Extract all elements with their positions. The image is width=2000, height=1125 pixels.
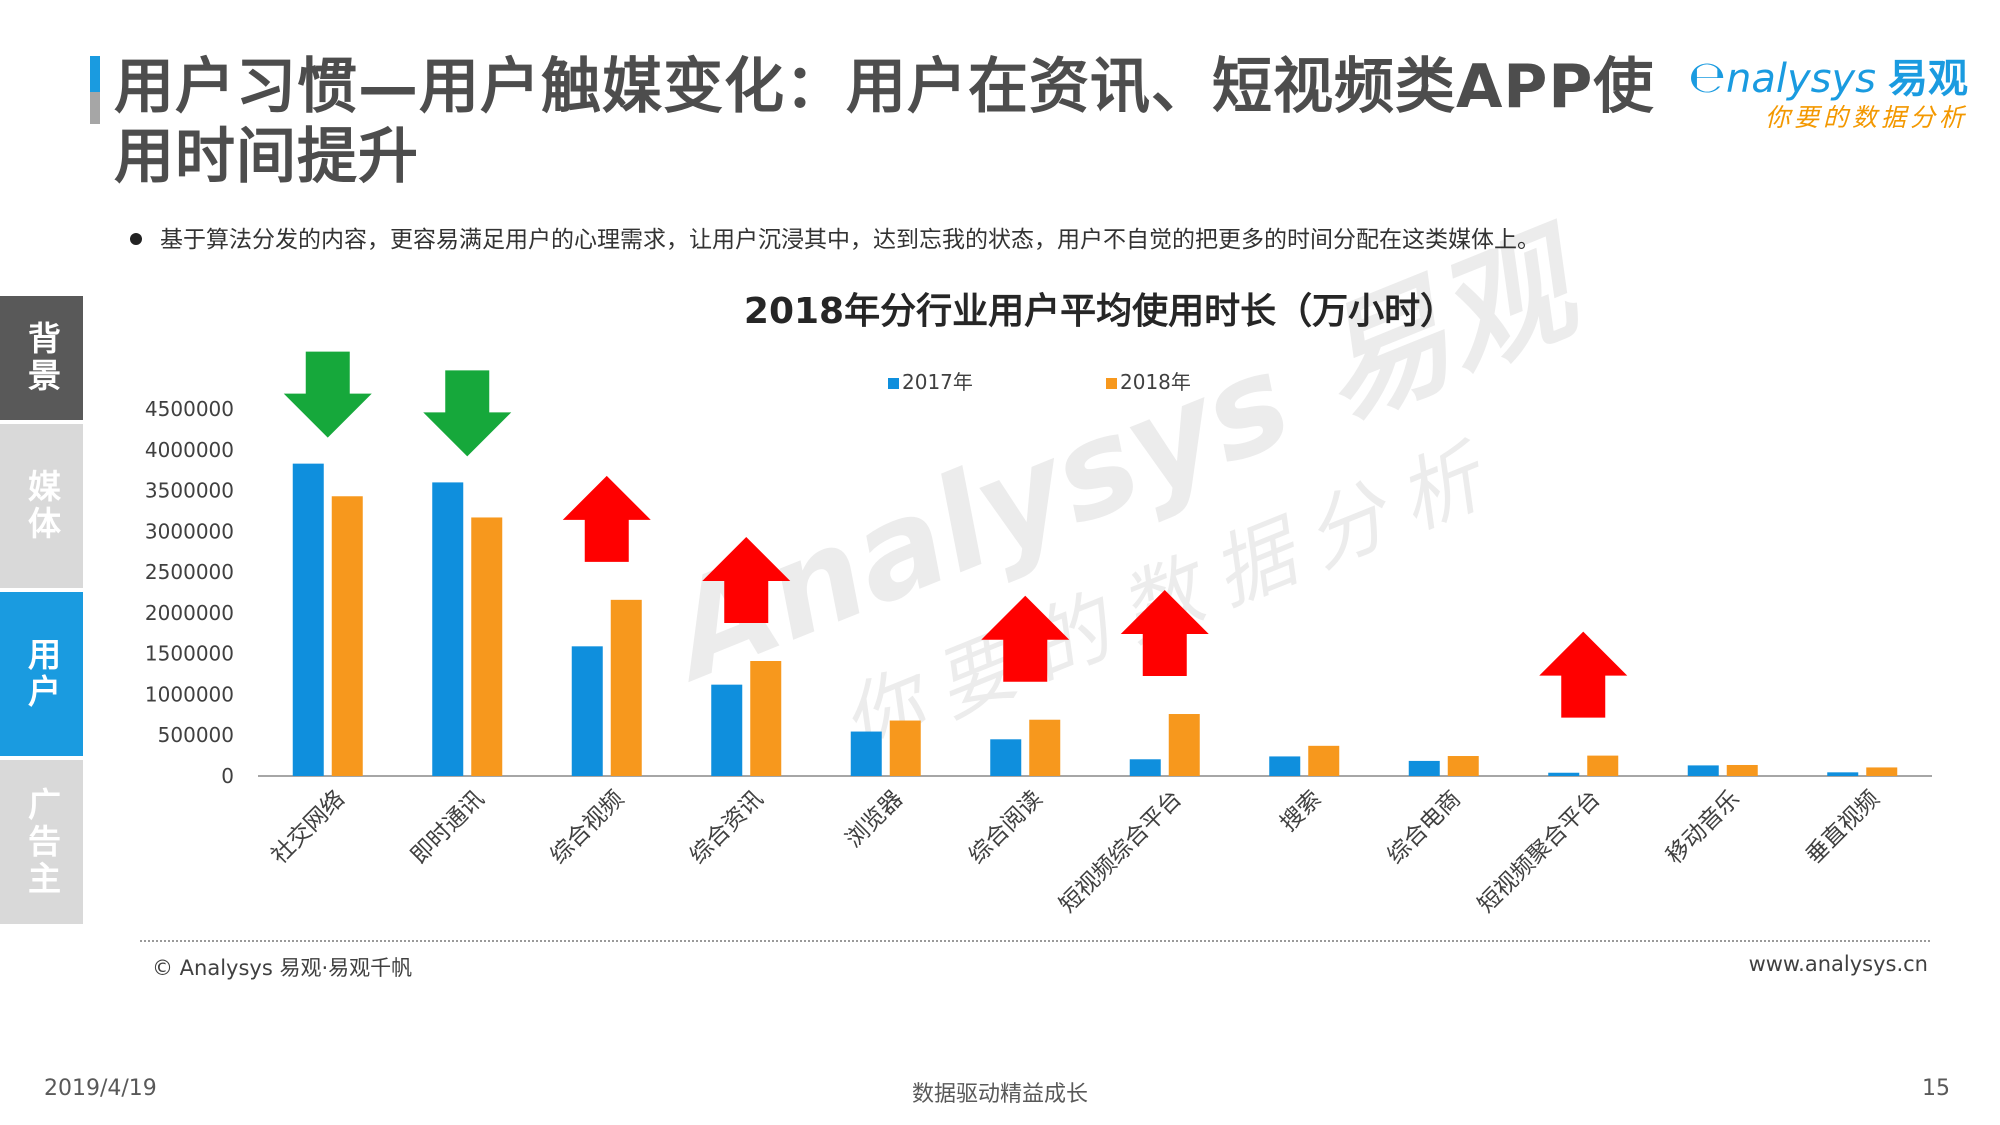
bar-2018 [1447, 756, 1479, 776]
side-tab-background[interactable]: 背景 [0, 296, 83, 420]
bar-2017 [1548, 772, 1580, 776]
y-tick-label: 500000 [158, 723, 234, 747]
bar-2017 [1408, 760, 1440, 776]
y-tick-label: 4500000 [145, 397, 234, 421]
bar-2018 [1029, 719, 1061, 776]
analysys-logo: ℮nalysys 易观 你要的数据分析 [1688, 46, 1968, 136]
bar-2017 [1269, 756, 1301, 776]
bar-2017 [1687, 765, 1719, 776]
trend-up-arrow-icon [981, 595, 1070, 682]
side-tab-media[interactable]: 媒体 [0, 424, 83, 588]
legend-item-2018[interactable]: 2018年 [1106, 366, 1191, 395]
x-tick-label: 即时通讯 [406, 786, 489, 869]
side-tab-user[interactable]: 用户 [0, 592, 83, 756]
y-tick-label: 4000000 [145, 438, 234, 462]
bar-2018 [1168, 714, 1200, 776]
y-tick-label: 1000000 [145, 682, 234, 706]
x-tick-label: 综合视频 [546, 786, 629, 869]
bar-2018 [471, 517, 503, 776]
trend-up-arrow-icon [1539, 631, 1628, 718]
chart-title: 2018年分行业用户平均使用时长（万小时） [743, 291, 1457, 332]
footer-divider [140, 940, 1930, 942]
trend-down-arrow-icon [283, 351, 372, 438]
x-tick-label: 综合阅读 [964, 786, 1047, 869]
bar-2017 [571, 646, 603, 776]
logo-wordmark: nalysys [1726, 56, 1876, 102]
x-tick-label: 综合资讯 [685, 786, 768, 869]
side-tab-advertiser[interactable]: 广告主 [0, 760, 83, 924]
legend-label-2018: 2018年 [1120, 370, 1191, 394]
x-tick-label: 搜索 [1276, 786, 1327, 837]
y-tick-label: 2500000 [145, 560, 234, 584]
bullet-point: 基于算法分发的内容，更容易满足用户的心理需求，让用户沉浸其中，达到忘我的状态，用… [130, 220, 1540, 254]
trend-up-arrow-icon [562, 475, 651, 562]
bar-2018 [331, 496, 363, 776]
title-accent-bar [90, 56, 100, 124]
page-slogan: 数据驱动精益成长 [911, 1082, 1088, 1107]
trend-up-arrow-icon [1120, 590, 1209, 677]
website-url[interactable]: www.analysys.cn [1748, 952, 1928, 976]
logo-cn: 易观 [1888, 56, 1968, 102]
y-tick-label: 0 [221, 764, 234, 788]
legend-item-2017[interactable]: 2017年 [888, 366, 973, 395]
legend-swatch-2018 [1106, 378, 1117, 389]
bar-2017 [1827, 772, 1859, 776]
bullet-dot-icon [130, 232, 142, 245]
x-tick-label: 短视频聚合平台 [1473, 786, 1605, 918]
trend-down-arrow-icon [423, 370, 512, 457]
logo-main: ℮nalysys 易观 [1688, 52, 1968, 103]
page-title: 用户习惯—用户触媒变化：用户在资讯、短视频类APP使用时间提升 [114, 52, 1655, 192]
bar-2018 [889, 720, 921, 776]
x-tick-label: 移动音乐 [1662, 786, 1745, 869]
bar-2017 [432, 482, 464, 776]
x-tick-label: 综合电商 [1383, 786, 1466, 869]
page-date: 2019/4/19 [44, 1076, 157, 1101]
x-tick-label: 社交网络 [267, 786, 350, 869]
x-tick-label: 垂直视频 [1801, 786, 1884, 869]
y-tick-label: 2000000 [145, 601, 234, 625]
trend-up-arrow-icon [702, 537, 791, 624]
x-tick-label: 短视频综合平台 [1055, 786, 1187, 918]
logo-slogan: 你要的数据分析 [1764, 103, 1968, 132]
y-tick-label: 1500000 [145, 642, 234, 666]
bar-2018 [1587, 755, 1619, 776]
bar-2017 [292, 463, 324, 776]
bar-2018 [610, 599, 642, 776]
bar-2018 [750, 661, 782, 776]
bar-2018 [1726, 764, 1758, 776]
legend-swatch-2017 [888, 378, 899, 389]
bullet-text: 基于算法分发的内容，更容易满足用户的心理需求，让用户沉浸其中，达到忘我的状态，用… [160, 227, 1540, 253]
x-tick-label: 浏览器 [841, 786, 908, 853]
bar-2018 [1308, 745, 1340, 776]
page-number: 15 [1922, 1076, 1950, 1101]
bar-2017 [850, 731, 882, 776]
bar-2017 [711, 684, 743, 776]
bar-2018 [1866, 767, 1898, 776]
bar-2017 [990, 739, 1022, 776]
bar-2017 [1129, 759, 1161, 776]
legend-label-2017: 2017年 [902, 370, 973, 394]
copyright-text: © Analysys 易观·易观千帆 [152, 956, 413, 980]
y-tick-label: 3000000 [145, 519, 234, 543]
y-tick-label: 3500000 [145, 479, 234, 503]
